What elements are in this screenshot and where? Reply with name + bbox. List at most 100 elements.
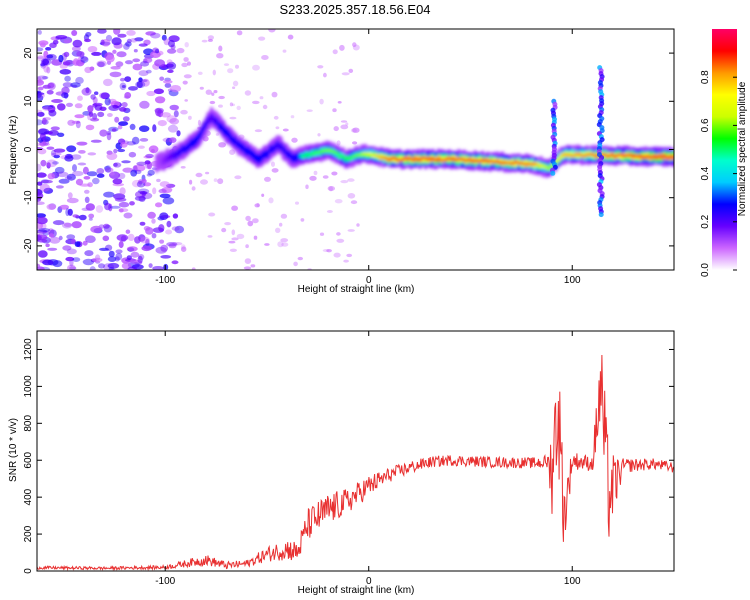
spectrogram-ridge-cell [352,155,356,158]
spectrogram-ridge-cell [303,152,307,157]
spectrogram-noise-blob [117,125,123,130]
spectrogram-noise-blob [42,117,51,121]
spectrogram-noise-blob [282,49,287,53]
spectrogram-ridge-cell [570,154,574,157]
spectrogram-ridge-cell [614,155,618,158]
spectrogram-noise-blob [280,238,289,243]
spectrogram-ridge-cell [611,153,615,156]
spectrogram-noise-blob [48,109,57,117]
spectrogram-noise-blob [127,266,138,270]
spectrogram-noise-blob [326,210,333,213]
spectrogram-ridge-cell [264,150,268,159]
spectrogram-ridge-cell [565,151,569,157]
spectrogram-noise-blob [78,150,86,154]
spectrogram-noise-blob [218,95,225,100]
spectrogram-noise-blob [191,267,196,270]
spectrogram-noise-blob [99,92,109,99]
spectrogram-ridge-cell [554,159,558,163]
spectrogram-ridge-cell [607,155,611,158]
y-tick-label: 800 [23,415,34,432]
y-tick-label: 0 [23,568,34,574]
spectrogram-ridge-cell [561,152,565,156]
spectrogram-ridge-cell [521,160,525,165]
spectrogram-noise-blob [352,42,357,48]
spectrogram-noise-blob [279,222,283,227]
spectrogram-noise-blob [205,171,210,175]
spectrogram-ridge-cell [563,153,567,156]
spectrogram-ridge-cell [525,159,528,165]
spectrogram-noise-blob [118,208,124,213]
spectrogram-noise-blob [42,117,47,125]
spectrogram-noise-blob [280,213,288,219]
spectrogram-noise-blob [71,154,82,160]
spectrogram-ridge-cell [471,159,475,162]
spectrogram-noise-blob [271,168,279,173]
spectrogram-noise-blob [183,57,189,62]
spectrogram-noise-blob [109,171,121,179]
spectrogram-noise-blob [65,256,75,262]
spectrogram-ridge-cell [398,156,402,161]
spectrogram-ridge-cell [645,155,649,158]
spectrogram-noise-blob [105,54,115,63]
spectrogram-ridge-cell [400,159,404,162]
spectrogram-ridge-cell [523,163,527,166]
spectrogram-noise-blob [116,234,129,242]
spectrogram-noise-blob [229,116,237,120]
spectrogram-noise-blob [37,76,42,83]
spectrogram-ridge-cell [369,153,373,156]
spectrogram-noise-blob [200,179,208,185]
spectrogram-noise-blob [231,103,235,107]
spectrogram-noise-blob [211,92,215,96]
spectrogram-noise-blob [62,82,73,88]
spectrogram-noise-blob [172,105,180,111]
spectrogram-ridge-cell [493,158,497,163]
spectrogram-noise-blob [152,187,157,195]
spectrogram-noise-blob [85,235,96,243]
spectrogram-noise-blob [42,58,50,66]
spectrogram-noise-blob [97,111,105,118]
spectrogram-noise-blob [85,203,96,211]
spectrogram-noise-blob [87,46,98,53]
spectrogram-ridge-cell [303,155,307,158]
spectrogram-ridge-cell [574,152,578,155]
spectrogram-ridge-cell [261,151,265,160]
spectrogram-noise-blob [323,72,327,78]
spectrogram-noise-blob [261,55,269,60]
spectrogram-noise-blob [264,176,271,182]
spectrogram-ridge-cell [470,157,474,162]
spectrogram-noise-blob [74,241,81,248]
spectrogram-noise-blob [118,201,130,208]
snr-series-line [37,354,674,571]
spectrogram-noise-blob [66,234,76,240]
spectrogram-noise-blob [151,233,157,239]
spectrogram-noise-blob [244,90,252,96]
spectrogram-noise-blob [127,233,135,241]
spectrogram-noise-blob [109,205,121,209]
spectrogram-noise-blob [268,197,274,204]
spectrogram-noise-blob [108,250,115,258]
spectrogram-noise-blob [166,115,177,123]
spectrogram-ridge-cell [191,139,195,148]
spectrogram-ridge-cell [373,152,376,157]
spectrogram-ridge-cell [490,159,494,163]
spectrogram-noise-blob [40,179,53,184]
colorbar-tick-label: 0.6 [700,118,711,132]
spectrogram-ridge-cell [228,132,232,141]
spectrogram-ridge-cell [492,160,496,164]
spectrogram-ridge-cell [451,157,455,160]
spectrogram-noise-blob [135,81,146,89]
spectrogram-ridge-cell [669,155,673,158]
spectrogram-noise-blob [309,175,317,181]
spectrogram-ridge-cell [503,161,506,164]
spectrogram-noise-blob [51,99,63,103]
spectrogram-noise-blob [91,51,102,56]
spectrogram-noise-blob [215,133,219,136]
spectrogram-ridge-cell [479,157,483,162]
spectrogram-noise-blob [54,166,65,174]
spectrogram-noise-blob [317,133,321,137]
spectrogram-noise-blob [99,129,108,137]
spectrogram-noise-blob [319,232,325,236]
spectrogram-ridge-cell [647,155,651,158]
spectrogram-noise-blob [111,128,117,132]
